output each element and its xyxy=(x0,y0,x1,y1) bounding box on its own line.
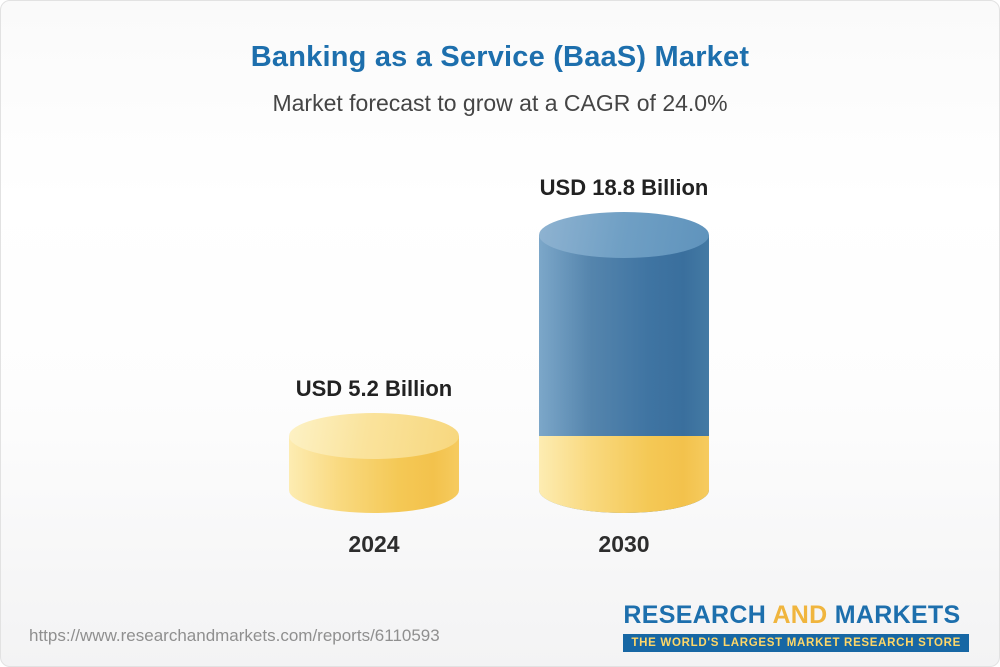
logo-word-research: RESEARCH xyxy=(623,601,767,629)
value-label-2024: USD 5.2 Billion xyxy=(295,376,453,401)
bar-2030-cylinder xyxy=(539,212,709,513)
chart-header: Banking as a Service (BaaS) Market Marke… xyxy=(1,1,999,117)
value-label-2030: USD 18.8 Billion xyxy=(539,175,709,200)
bar-2030-base-segment xyxy=(539,436,709,513)
logo-word-and: AND xyxy=(772,601,828,629)
bar-group-2030: USD 18.8 Billion 2030 xyxy=(539,175,709,557)
source-url-link[interactable]: https://www.researchandmarkets.com/repor… xyxy=(29,626,440,645)
chart-subtitle: Market forecast to grow at a CAGR of 24.… xyxy=(272,90,728,116)
logo-wordmark: RESEARCH AND MARKETS xyxy=(623,601,960,630)
year-label-2024: 2024 xyxy=(348,531,400,557)
bar-2030-cylinder-top xyxy=(539,212,709,258)
bar-group-2024: USD 5.2 Billion 2024 xyxy=(289,376,459,557)
research-and-markets-logo: RESEARCH AND MARKETS THE WORLD'S LARGEST… xyxy=(623,601,969,652)
bar-2024-cylinder xyxy=(289,413,459,513)
chart-title: Banking as a Service (BaaS) Market xyxy=(250,41,750,73)
logo-tagline: THE WORLD'S LARGEST MARKET RESEARCH STOR… xyxy=(623,634,969,652)
year-label-2030: 2030 xyxy=(598,531,650,557)
logo-word-markets: MARKETS xyxy=(834,601,961,629)
bar-2024-cylinder-top xyxy=(289,413,459,459)
